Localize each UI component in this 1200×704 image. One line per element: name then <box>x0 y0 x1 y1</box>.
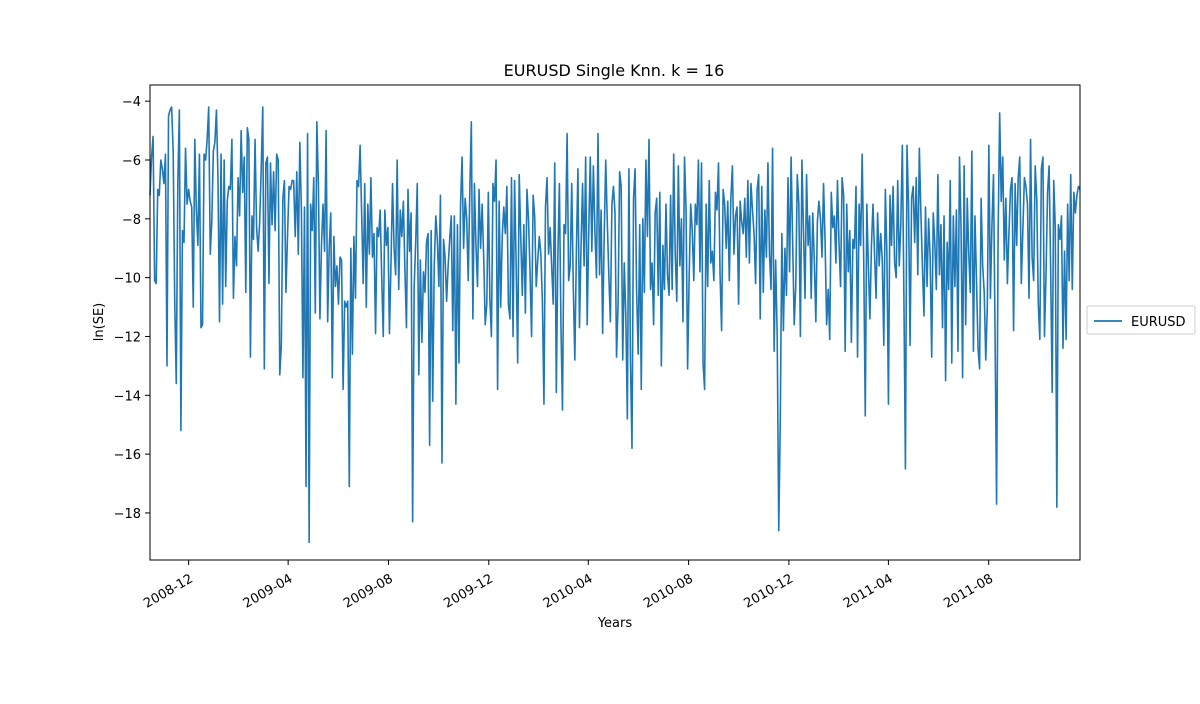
x-tick-label: 2011-08 <box>941 571 996 611</box>
x-axis-label: Years <box>597 616 633 631</box>
x-tick-label: 2008-12 <box>141 571 196 611</box>
y-tick-label: −10 <box>114 272 141 287</box>
plot-area: −18 −16 −14 −12 −10 −8 −6 −4 2008-12 2009-04 2009-… <box>114 84 1081 612</box>
x-tick-label: 2009-04 <box>241 571 296 611</box>
x-tick-label: 2010-12 <box>742 571 797 611</box>
x-tick-label: 2009-12 <box>441 571 496 611</box>
plot-frame <box>149 84 1081 561</box>
y-tick-label: −16 <box>114 448 141 463</box>
legend: EURUSD <box>1086 305 1196 335</box>
x-tick-label: 2010-08 <box>641 571 696 611</box>
legend-label-eurusd: EURUSD <box>1131 315 1186 330</box>
y-tick-label: −8 <box>122 213 141 228</box>
y-tick-label: −4 <box>122 95 141 110</box>
legend-box <box>1086 305 1196 335</box>
y-axis-label: ln(SE) <box>92 303 107 341</box>
x-tick-label: 2010-04 <box>541 571 596 611</box>
chart-title: EURUSD Single Knn. k = 16 <box>504 61 725 80</box>
y-tick-label: −14 <box>114 389 141 404</box>
series-line-eurusd <box>149 106 1081 544</box>
y-tick-label: −18 <box>114 507 141 522</box>
y-tick-label: −6 <box>122 154 141 169</box>
y-tick-label: −12 <box>114 330 141 345</box>
x-tick-label: 2009-08 <box>341 571 396 611</box>
x-tick-label: 2011-04 <box>841 571 896 611</box>
